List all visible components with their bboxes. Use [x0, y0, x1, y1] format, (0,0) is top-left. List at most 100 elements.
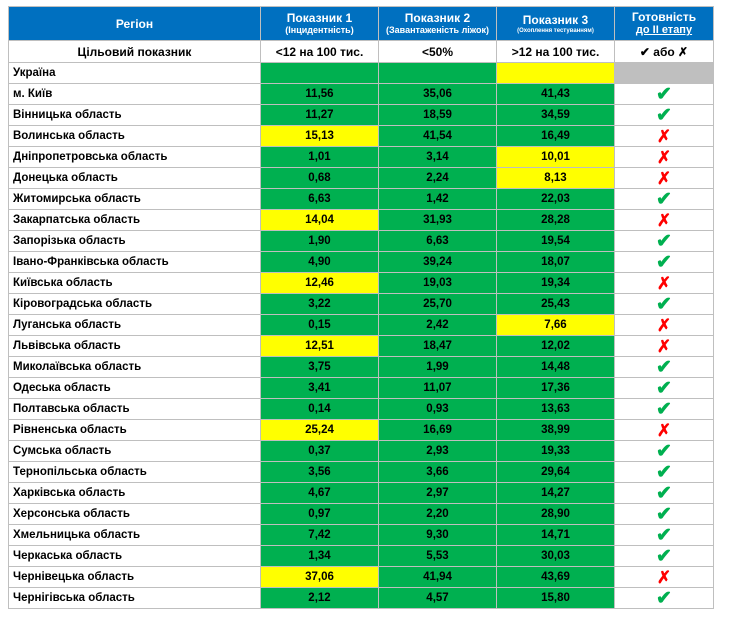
ukraine-indicator-2 — [378, 62, 497, 84]
indicator-3-value: 28,90 — [496, 503, 615, 525]
indicator-1-value: 25,24 — [260, 419, 379, 441]
indicator-2-value: 1,42 — [378, 188, 497, 210]
readiness-cell: ✗ — [614, 566, 714, 588]
indicator-1-value: 0,37 — [260, 440, 379, 462]
readiness-cell: ✔ — [614, 545, 714, 567]
cross-icon: ✗ — [656, 147, 672, 167]
table-body: Цільовий показник <12 на 100 тис. <50% >… — [8, 40, 714, 609]
table-row: Одеська область 3,41 11,07 17,36 ✔ — [8, 377, 714, 399]
cross-icon: ✗ — [656, 420, 672, 440]
indicator-1-value: 3,41 — [260, 377, 379, 399]
indicator-3-value: 7,66 — [496, 314, 615, 336]
indicator-2-value: 19,03 — [378, 272, 497, 294]
indicator-2-value: 4,57 — [378, 587, 497, 609]
table-row: Рівненська область 25,24 16,69 38,99 ✗ — [8, 419, 714, 441]
indicator-2-value: 18,59 — [378, 104, 497, 126]
table-row: Чернігівська область 2,12 4,57 15,80 ✔ — [8, 587, 714, 609]
ukraine-label: Україна — [8, 62, 261, 84]
indicator-3-value: 30,03 — [496, 545, 615, 567]
indicator-3-value: 41,43 — [496, 83, 615, 105]
region-name: Чернівецька область — [8, 566, 261, 588]
indicator-2-value: 2,20 — [378, 503, 497, 525]
indicator-2-value: 25,70 — [378, 293, 497, 315]
table-row: Кіровоградська область 3,22 25,70 25,43 ✔ — [8, 293, 714, 315]
readiness-cell: ✔ — [614, 83, 714, 105]
header-indicator-2-title: Показник 2 — [404, 11, 471, 25]
target-indicator-2: <50% — [378, 40, 497, 63]
indicator-1-value: 12,46 — [260, 272, 379, 294]
indicator-1-value: 0,14 — [260, 398, 379, 420]
check-icon: ✔ — [656, 545, 672, 567]
indicator-3-value: 14,27 — [496, 482, 615, 504]
readiness-cell: ✔ — [614, 356, 714, 378]
header-indicator-2-subtitle: (Завантаженість ліжок) — [386, 25, 489, 35]
table-row: Черкаська область 1,34 5,53 30,03 ✔ — [8, 545, 714, 567]
indicator-2-value: 16,69 — [378, 419, 497, 441]
header-region-label: Регіон — [115, 16, 154, 31]
indicator-2-value: 2,97 — [378, 482, 497, 504]
table-row: Миколаївська область 3,75 1,99 14,48 ✔ — [8, 356, 714, 378]
header-indicator-1-title: Показник 1 — [286, 11, 353, 25]
header-indicator-3: Показник 3 (Охоплення тестуванням) — [496, 6, 615, 41]
cross-icon: ✗ — [656, 210, 672, 230]
readiness-cell: ✔ — [614, 188, 714, 210]
check-icon: ✔ — [656, 461, 672, 483]
indicator-1-value: 3,22 — [260, 293, 379, 315]
indicator-2-value: 41,94 — [378, 566, 497, 588]
table-row: Луганська область 0,15 2,42 7,66 ✗ — [8, 314, 714, 336]
readiness-cell: ✔ — [614, 524, 714, 546]
readiness-cell: ✔ — [614, 104, 714, 126]
region-name: Одеська область — [8, 377, 261, 399]
indicator-2-value: 9,30 — [378, 524, 497, 546]
region-name: м. Київ — [8, 83, 261, 105]
header-indicator-1: Показник 1 (Інцидентність) — [260, 6, 379, 41]
indicator-1-value: 11,27 — [260, 104, 379, 126]
readiness-cell: ✔ — [614, 482, 714, 504]
target-label: Цільовий показник — [8, 40, 261, 63]
indicator-1-value: 12,51 — [260, 335, 379, 357]
indicator-1-value: 4,90 — [260, 251, 379, 273]
indicator-3-value: 10,01 — [496, 146, 615, 168]
indicator-1-value: 1,34 — [260, 545, 379, 567]
indicator-3-value: 19,34 — [496, 272, 615, 294]
indicator-1-value: 1,90 — [260, 230, 379, 252]
table-row: Запорізька область 1,90 6,63 19,54 ✔ — [8, 230, 714, 252]
indicator-2-value: 6,63 — [378, 230, 497, 252]
readiness-cell: ✔ — [614, 587, 714, 609]
table-row: Хмельницька область 7,42 9,30 14,71 ✔ — [8, 524, 714, 546]
indicator-2-value: 3,66 — [378, 461, 497, 483]
region-name: Хмельницька область — [8, 524, 261, 546]
indicator-1-value: 2,12 — [260, 587, 379, 609]
indicator-1-value: 0,68 — [260, 167, 379, 189]
readiness-cell: ✗ — [614, 146, 714, 168]
indicator-3-value: 18,07 — [496, 251, 615, 273]
indicator-1-value: 7,42 — [260, 524, 379, 546]
indicator-3-value: 16,49 — [496, 125, 615, 147]
region-name: Івано-Франківська область — [8, 251, 261, 273]
check-icon: ✔ — [656, 104, 672, 126]
region-name: Житомирська область — [8, 188, 261, 210]
region-name: Кіровоградська область — [8, 293, 261, 315]
indicator-2-value: 18,47 — [378, 335, 497, 357]
table-header: Регіон Показник 1 (Інцидентність) Показн… — [8, 6, 714, 41]
readiness-cell: ✔ — [614, 377, 714, 399]
indicator-1-value: 0,97 — [260, 503, 379, 525]
indicator-1-value: 11,56 — [260, 83, 379, 105]
indicator-2-value: 1,99 — [378, 356, 497, 378]
table-row: м. Київ 11,56 35,06 41,43 ✔ — [8, 83, 714, 105]
check-icon: ✔ — [656, 356, 672, 378]
region-name: Волинська область — [8, 125, 261, 147]
header-readiness-title: Готовність — [631, 10, 697, 24]
table-row: Чернівецька область 37,06 41,94 43,69 ✗ — [8, 566, 714, 588]
indicator-1-value: 1,01 — [260, 146, 379, 168]
indicator-2-value: 35,06 — [378, 83, 497, 105]
region-name: Львівська область — [8, 335, 261, 357]
region-name: Вінницька область — [8, 104, 261, 126]
readiness-cell: ✗ — [614, 167, 714, 189]
target-indicator-1: <12 на 100 тис. — [260, 40, 379, 63]
indicator-1-value: 15,13 — [260, 125, 379, 147]
indicator-2-value: 2,93 — [378, 440, 497, 462]
readiness-cell: ✗ — [614, 335, 714, 357]
cross-icon: ✗ — [656, 126, 672, 146]
indicator-2-value: 41,54 — [378, 125, 497, 147]
